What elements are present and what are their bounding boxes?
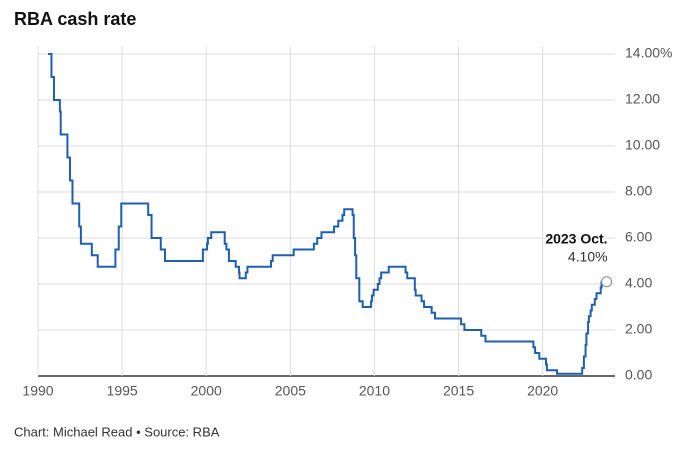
y-tick-label: 4.00 <box>625 275 652 291</box>
data-line <box>48 53 607 375</box>
x-tick-label: 2020 <box>527 383 558 399</box>
x-tick-label: 1995 <box>107 383 138 399</box>
source: Chart: Michael Read • Source: RBA <box>14 424 220 439</box>
y-tick-label: 10.00 <box>625 137 660 153</box>
annotation-text: 4.10% <box>568 248 608 264</box>
y-tick-label: 2.00 <box>625 321 652 337</box>
x-tick-label: 1990 <box>22 383 53 399</box>
chart-title: RBA cash rate <box>14 9 136 29</box>
x-tick-label: 2015 <box>443 383 474 399</box>
y-tick-label: 14.00% <box>625 45 672 61</box>
y-tick-label: 12.00 <box>625 91 660 107</box>
plot-area: 0.00 2.00 4.00 6.00 8.00 10.00 12.00 14.00% 1990… <box>22 45 672 399</box>
annotation-title: 2023 Oct. <box>545 230 607 246</box>
x-tick-label: 2010 <box>359 383 390 399</box>
y-tick-label: 8.00 <box>625 183 652 199</box>
y-tick-label: 6.00 <box>625 229 652 245</box>
x-tick-label: 2005 <box>275 383 306 399</box>
y-tick-label: 0.00 <box>625 367 652 383</box>
end-marker <box>601 276 613 288</box>
x-tick-label: 2000 <box>191 383 222 399</box>
